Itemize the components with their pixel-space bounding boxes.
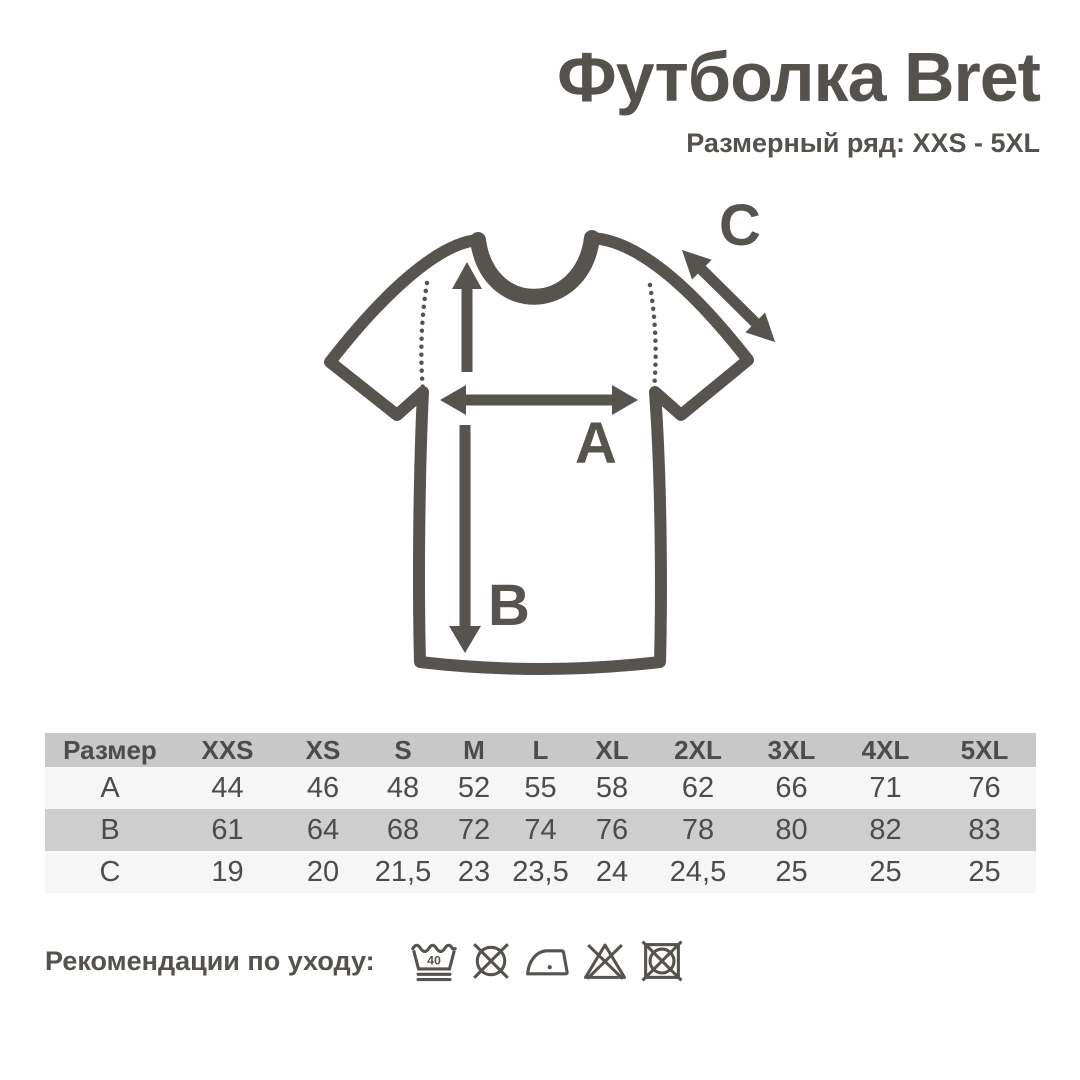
col-header-xl: XL [595,734,629,765]
cell: 23 [457,855,491,888]
cell: 76 [595,813,629,846]
cell: 83 [968,813,1001,846]
cell: 71 [869,771,902,804]
iron-low-temp-icon [525,949,569,976]
wash-temperature: 40 [427,954,441,968]
col-header-3xl: 3XL [767,734,816,765]
label-c: C [719,195,761,258]
label-b: B [488,573,530,638]
do-not-dry-clean-icon [472,943,509,979]
table-row-b: B 61 64 68 72 74 76 78 80 82 83 [45,809,1036,851]
chest-width-arrow [440,385,638,415]
collar [470,230,600,305]
cell: 72 [457,813,491,846]
right-sleeve-seam-dotted [647,282,658,392]
cell: 19 [211,855,244,888]
row-label: A [100,771,120,804]
sleeve-length-arrow [682,250,776,343]
length-arrow-top [452,262,482,372]
do-not-tumble-dry-icon [641,940,683,982]
cell: 23,5 [512,855,569,888]
size-range-subtitle: Размерный ряд: XXS - 5XL [686,128,1040,158]
cell: 61 [211,813,244,846]
cell: 64 [306,813,340,846]
cell: 74 [524,813,557,846]
col-header-s: S [394,734,412,765]
cell: 58 [595,771,629,804]
do-not-bleach-icon [583,943,626,980]
size-table: Размер XXS XS S M L XL 2XL 3XL 4XL 5XL A… [45,733,1036,893]
cell: 82 [869,813,902,846]
cell: 80 [775,813,808,846]
cell: 76 [968,771,1001,804]
cell: 55 [524,771,557,804]
cell: 52 [457,771,491,804]
wash-40-gentle-icon: 40 [410,943,457,982]
label-a: A [575,411,617,476]
care-icons: 40 [410,938,685,984]
col-header-m: M [463,734,485,765]
cell: 44 [211,771,244,804]
cell: 25 [869,855,902,888]
cell: 66 [775,771,808,804]
cell: 24,5 [669,855,727,888]
cell: 46 [306,771,340,804]
cell: 25 [775,855,808,888]
tshirt-outline [324,232,754,675]
size-table-header-row: Размер XXS XS S M L XL 2XL 3XL 4XL 5XL [45,733,1036,767]
cell: 21,5 [374,855,432,888]
col-header-2xl: 2XL [674,734,722,765]
col-header-4xl: 4XL [861,734,910,765]
length-arrow-bottom [449,425,481,653]
col-header-5xl: 5XL [960,734,1009,765]
cell: 20 [306,855,340,888]
left-sleeve-seam-dotted [419,280,430,394]
table-row-a: A 44 46 48 52 55 58 62 66 71 76 [45,767,1036,809]
cell: 78 [681,813,715,846]
cell: 68 [386,813,420,846]
col-header-l: L [532,734,549,765]
cell: 62 [681,771,715,804]
page-title: Футболка Bret [557,38,1041,116]
care-recommendations: Рекомендации по уходу: 40 [45,933,685,989]
size-column-header: Размер [63,734,157,765]
cell: 25 [968,855,1001,888]
cell: 48 [386,771,420,804]
col-header-xxs: XXS [201,734,254,765]
table-row-c: C 19 20 21,5 23 23,5 24 24,5 25 25 25 [45,851,1036,893]
tshirt-measurement-diagram: A B C [324,195,776,675]
cell: 24 [595,855,629,888]
row-label: B [100,813,120,846]
care-label: Рекомендации по уходу: [45,945,375,976]
row-label: C [99,855,121,888]
col-header-xs: XS [305,734,341,765]
